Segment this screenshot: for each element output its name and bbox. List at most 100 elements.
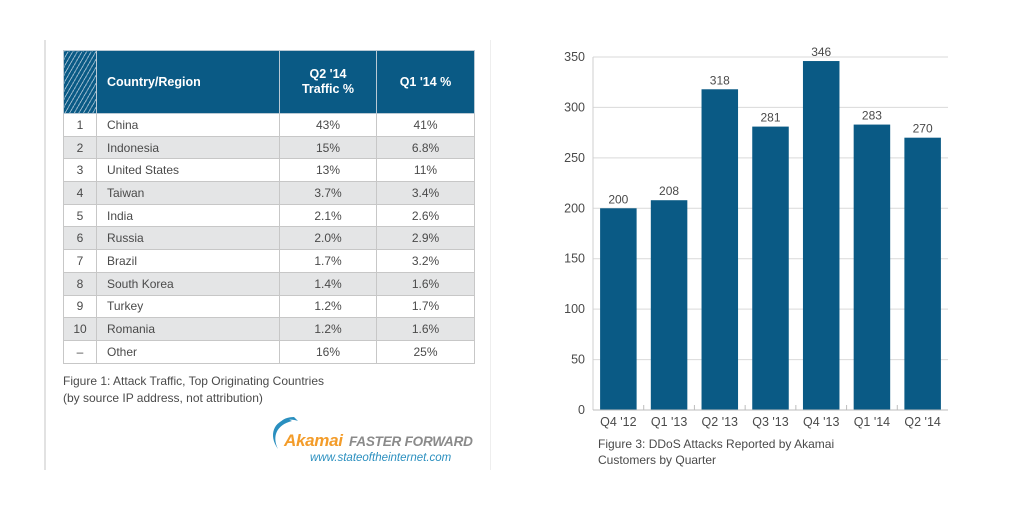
x-tick-label: Q2 '14 (904, 415, 940, 429)
country-cell: India (96, 203, 280, 228)
figure-1-caption-line2: (by source IP address, not attribution) (63, 391, 263, 405)
x-tick-label: Q1 '13 (651, 415, 687, 429)
rank-cell: 10 (63, 317, 97, 341)
rank-cell: 8 (63, 271, 97, 296)
x-tick-label: Q2 '13 (702, 415, 738, 429)
bar (853, 124, 891, 411)
x-tick-label: Q4 '13 (803, 415, 839, 429)
country-cell: Brazil (96, 249, 280, 273)
q2-header-line1: Q2 '14 (309, 67, 347, 81)
rank-cell: 4 (63, 181, 97, 205)
bar (600, 208, 637, 410)
q2-header: Q2 '14 Traffic % (279, 50, 377, 114)
table-row: 6 Russia 2.0% 2.9% (63, 226, 475, 251)
rank-cell: 7 (63, 249, 97, 273)
q1-traffic-cell: 11% (376, 158, 475, 183)
q2-traffic-cell: 13% (279, 158, 377, 183)
figure-3-caption-line1: Figure 3: DDoS Attacks Reported by Akama… (598, 437, 835, 451)
table-row: – Other 16% 25% (63, 339, 475, 364)
q1-traffic-cell: 6.8% (376, 135, 475, 160)
q1-traffic-cell: 1.6% (376, 271, 475, 296)
q1-traffic-cell: 2.6% (376, 203, 475, 228)
q2-traffic-cell: 1.2% (279, 294, 377, 319)
figure-1-caption-line1: Figure 1: Attack Traffic, Top Originatin… (63, 374, 325, 388)
y-tick-label: 350 (564, 50, 585, 64)
q1-traffic-cell: 1.7% (376, 294, 475, 319)
bars: 200 208 318 281 346 283 270 (600, 45, 941, 411)
figure-3-caption-line2: Customers by Quarter (598, 453, 717, 467)
figure-3-caption: Figure 3: DDoS Attacks Reported by Akama… (598, 436, 834, 468)
x-axis: Q4 '12 Q1 '13 Q2 '13 Q3 '13 Q4 '13 Q1 '14 Q2 '… (593, 405, 948, 429)
rank-cell: 1 (63, 113, 97, 137)
akamai-wordmark: Akamai (284, 431, 343, 450)
rank-cell: 9 (63, 294, 97, 319)
y-tick-label: 200 (564, 201, 585, 215)
table-row: 2 Indonesia 15% 6.8% (63, 135, 475, 160)
bar-data-label: 208 (659, 184, 679, 198)
center-divider (490, 40, 491, 470)
rank-cell: 3 (63, 158, 97, 183)
country-cell: Taiwan (96, 181, 280, 205)
table-row: 10 Romania 1.2% 1.6% (63, 317, 475, 341)
rank-cell: 6 (63, 226, 97, 251)
q2-traffic-cell: 1.4% (279, 271, 377, 296)
country-cell: Russia (96, 226, 280, 251)
q1-traffic-cell: 1.6% (376, 317, 475, 341)
table-row: 1 China 43% 41% (63, 113, 475, 137)
bar-data-label: 283 (862, 109, 882, 123)
q1-traffic-cell: 2.9% (376, 226, 475, 251)
akamai-swoosh-icon (273, 417, 298, 449)
bar-data-label: 200 (608, 192, 628, 206)
bar (701, 89, 739, 410)
bar-data-label: 346 (811, 45, 831, 59)
y-axis: 0 50 100 150 200 250 300 350 (564, 50, 594, 417)
x-tick-label: Q1 '14 (854, 415, 890, 429)
figure-1-caption: Figure 1: Attack Traffic, Top Originatin… (63, 373, 324, 407)
bar-data-label: 281 (760, 111, 780, 125)
table-row: 4 Taiwan 3.7% 3.4% (63, 181, 475, 205)
country-header: Country/Region (96, 50, 280, 114)
table-row: 3 United States 13% 11% (63, 158, 475, 183)
tagline: FASTER FORWARD (349, 434, 473, 449)
q2-header-line2: Traffic % (301, 82, 355, 96)
country-cell: Indonesia (96, 135, 280, 160)
rank-cell: 5 (63, 203, 97, 228)
q2-traffic-cell: 16% (279, 339, 377, 364)
y-tick-label: 300 (564, 100, 585, 114)
country-cell: Other (96, 339, 280, 364)
country-cell: Turkey (96, 294, 280, 319)
attack-traffic-table: Country/Region Q2 '14 Traffic % Q1 '14 %… (63, 50, 475, 364)
country-cell: South Korea (96, 271, 280, 296)
y-tick-label: 100 (564, 302, 585, 316)
q1-traffic-cell: 25% (376, 339, 475, 364)
y-tick-label: 150 (564, 252, 585, 266)
table-row: 8 South Korea 1.4% 1.6% (63, 271, 475, 296)
bar (802, 61, 840, 410)
website-link[interactable]: www.stateoftheinternet.com (310, 452, 452, 464)
q2-traffic-cell: 43% (279, 113, 377, 137)
q2-traffic-cell: 1.7% (279, 249, 377, 273)
rank-cell: 2 (63, 135, 97, 160)
table-row: 5 India 2.1% 2.6% (63, 203, 475, 228)
country-cell: United States (96, 158, 280, 183)
bar-data-label: 318 (710, 73, 730, 87)
table-row: 9 Turkey 1.2% 1.7% (63, 294, 475, 319)
bar (650, 200, 688, 410)
akamai-logo[interactable]: Akamai FASTER FORWARD www.stateoftheinte… (266, 415, 478, 467)
table-header-row: Country/Region Q2 '14 Traffic % Q1 '14 % (63, 50, 475, 114)
q2-traffic-cell: 1.2% (279, 317, 377, 341)
q2-traffic-cell: 2.1% (279, 203, 377, 228)
q2-traffic-cell: 15% (279, 135, 377, 160)
y-tick-label: 0 (578, 403, 585, 417)
q2-traffic-cell: 3.7% (279, 181, 377, 205)
left-divider (44, 40, 46, 470)
q1-traffic-cell: 41% (376, 113, 475, 137)
rank-cell: – (63, 339, 97, 364)
country-cell: Romania (96, 317, 280, 341)
x-tick-label: Q3 '13 (752, 415, 788, 429)
country-cell: China (96, 113, 280, 137)
x-tick-label: Q4 '12 (600, 415, 636, 429)
rank-header (63, 50, 97, 114)
table-row: 7 Brazil 1.7% 3.2% (63, 249, 475, 273)
q1-header: Q1 '14 % (376, 50, 475, 114)
